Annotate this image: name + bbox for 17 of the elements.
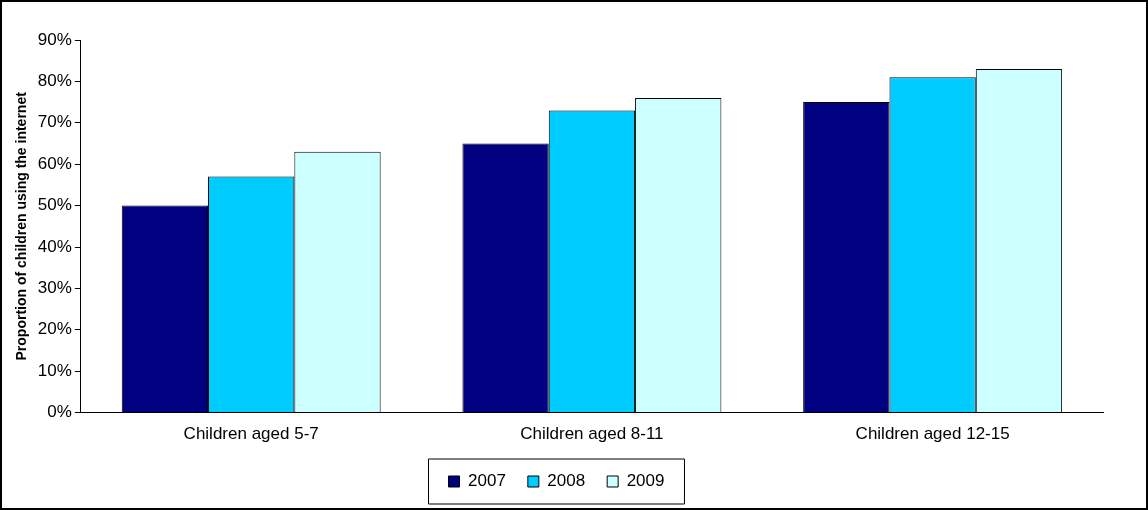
- x-tick-label: Children aged 5-7: [183, 424, 319, 444]
- y-tick-label: 10%: [37, 360, 72, 380]
- y-tick-label: 60%: [37, 153, 72, 173]
- y-tick-label: 70%: [37, 112, 72, 132]
- x-tick-label: Children aged 8-11: [520, 424, 664, 444]
- y-tick-label: 0%: [47, 402, 72, 422]
- legend-label: 2009: [626, 471, 665, 491]
- legend-label: 2007: [468, 471, 506, 491]
- y-tick-label: 80%: [37, 71, 72, 91]
- y-axis-title: Proportion of children using the internet: [13, 91, 30, 361]
- y-tick-label: 20%: [37, 319, 72, 339]
- legend-label: 2008: [547, 471, 586, 491]
- y-tick-label: 30%: [37, 278, 72, 298]
- y-tick-label: 40%: [37, 236, 72, 256]
- y-tick-label: 90%: [37, 29, 72, 49]
- y-tick-label: 50%: [37, 195, 72, 215]
- x-tick-label: Children aged 12-15: [855, 424, 1010, 444]
